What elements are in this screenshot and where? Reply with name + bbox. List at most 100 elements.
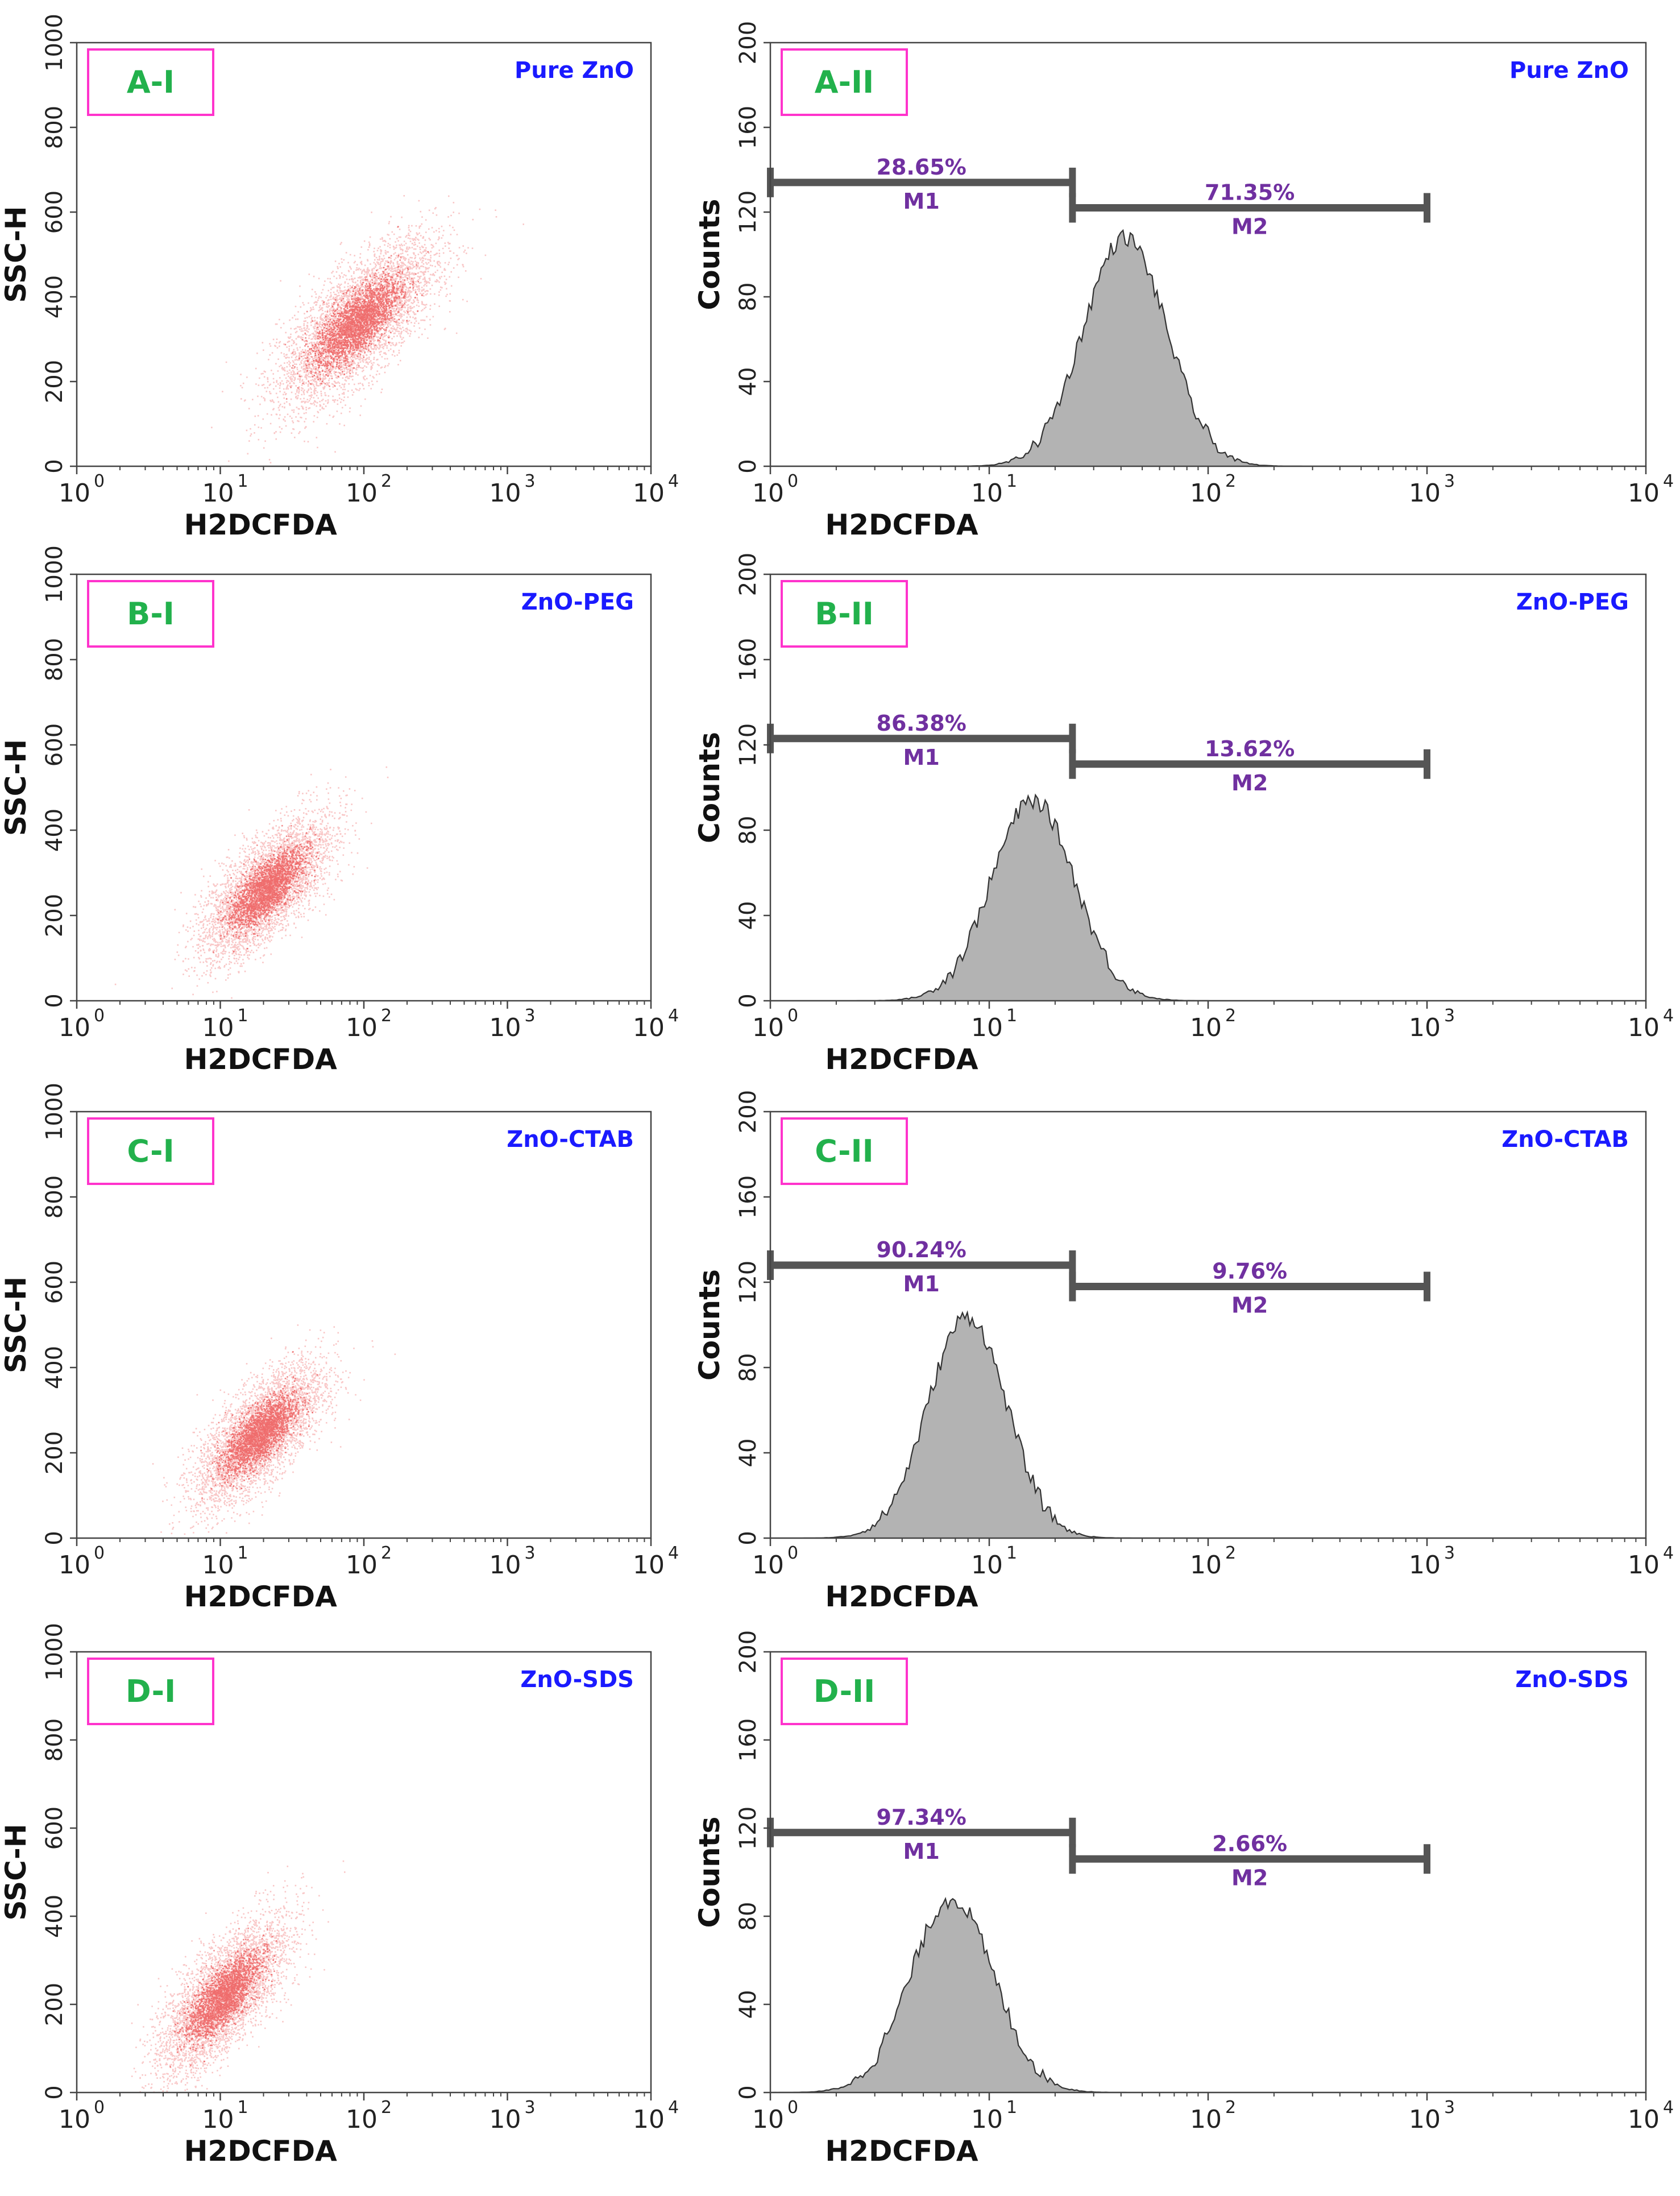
x-tick-base: 10 [490,1551,521,1580]
x-tick-exponent: 2 [1225,1006,1236,1026]
panel-label-box [87,48,214,116]
x-tick-base: 10 [971,1013,1003,1042]
x-tick-exponent: 2 [381,1543,392,1563]
marker-percent: 71.35% [1205,180,1295,205]
chart-c-i: 10 0 10 1 10 2 10 3 10 402004006008001000H2DCFDAS… [0,1083,679,1613]
marker-name: M1 [903,189,940,214]
marker-percent: 86.38% [877,711,966,736]
y-axis-title: Counts [693,1817,726,1928]
y-axis-title: Counts [693,1269,726,1381]
x-tick-base: 10 [1409,1551,1441,1580]
x-tick-label: 10 1 [202,1543,248,1580]
marker-percent: 9.76% [1212,1259,1287,1284]
x-tick-label: 10 1 [971,1006,1017,1042]
y-tick-label: 160 [735,1718,761,1762]
y-tick-label: 0 [42,2085,68,2099]
marker-m2: 2.66% M2 [1069,1831,1430,1890]
x-tick-exponent: 4 [1663,2098,1674,2118]
x-tick-base: 10 [490,2105,521,2134]
x-tick-base: 10 [1190,2105,1222,2134]
x-tick-base: 10 [1628,1551,1660,1580]
marker-name: M2 [1231,1293,1268,1318]
x-tick-label: 10 1 [971,471,1017,508]
x-tick-label: 10 1 [202,2098,248,2134]
x-tick-label: 10 3 [490,2098,536,2134]
x-tick-exponent: 0 [94,471,105,491]
histogram-outline [770,1310,1646,1538]
x-tick-label: 10 3 [490,1543,536,1580]
x-tick-base: 10 [346,2105,378,2134]
x-tick-exponent: 1 [1006,1006,1017,1026]
x-tick-exponent: 0 [94,1543,105,1563]
x-tick-label: 10 2 [1190,1006,1236,1042]
x-tick-label: 10 3 [1409,1006,1455,1042]
y-tick-label: 160 [735,638,761,681]
x-tick-exponent: 2 [381,1006,392,1026]
y-tick-label: 1000 [42,14,68,72]
chart-b-i: 10 0 10 1 10 2 10 3 10 402004006008001000H2DCFDAS… [0,545,679,1076]
y-tick-label: 200 [42,1431,68,1474]
y-tick-label: 1000 [42,545,68,603]
x-tick-label: 10 3 [1409,1543,1455,1580]
scatter-core [212,824,321,953]
x-tick-label: 10 2 [346,1006,392,1042]
x-tick-label: 10 4 [1628,1543,1674,1580]
x-tick-exponent: 4 [668,1006,679,1026]
sample-label: Pure ZnO [515,57,634,84]
scatter-events [131,1860,346,2093]
y-tick-label: 160 [735,1175,761,1219]
x-tick-exponent: 3 [525,1006,536,1026]
panel-label: A-II [815,64,874,100]
x-tick-exponent: 2 [381,2098,392,2118]
y-tick-label: 160 [735,106,761,149]
x-tick-base: 10 [752,2105,784,2134]
x-tick-base: 10 [633,1013,665,1042]
marker-m1: 97.34% M1 [767,1805,1076,1864]
x-axis-title: H2DCFDA [184,1580,337,1613]
x-tick-base: 10 [202,1551,234,1580]
x-tick-label: 10 0 [752,2098,798,2134]
x-tick-base: 10 [971,479,1003,508]
histogram-area [770,1312,1646,1538]
marker-name: M1 [903,1839,940,1864]
marker-percent: 13.62% [1205,736,1295,761]
y-axis-title: Counts [693,732,726,843]
panel-label-box [781,580,908,648]
panel-label: D-I [126,1673,176,1709]
y-tick-label: 200 [42,360,68,403]
y-tick-label: 200 [735,1090,761,1133]
sample-label: ZnO-SDS [1515,1667,1629,1693]
y-tick-label: 200 [42,894,68,937]
y-tick-label: 200 [42,1983,68,2026]
x-tick-exponent: 0 [787,1006,798,1026]
y-axis-title: SSC-H [0,1277,32,1373]
x-tick-base: 10 [752,1013,784,1042]
sample-label: ZnO-SDS [520,1667,634,1693]
x-tick-label: 10 4 [633,1543,679,1580]
x-tick-exponent: 1 [1006,2098,1017,2118]
x-axis-title: H2DCFDA [184,1043,337,1076]
y-tick-label: 800 [42,106,68,149]
y-axis-title: Counts [693,199,726,310]
y-tick-label: 0 [42,1531,68,1545]
x-tick-base: 10 [202,479,234,508]
x-tick-label: 10 0 [59,1006,105,1042]
marker-m2: 13.62% M2 [1069,736,1430,795]
y-tick-label: 80 [735,816,761,845]
x-tick-exponent: 1 [238,471,248,491]
x-tick-base: 10 [346,1551,378,1580]
histogram-area [770,230,1646,466]
panel-label-box [87,1658,214,1725]
chart-a-i: 10 0 10 1 10 2 10 3 10 402004006008001000H2DCFDAS… [0,14,679,541]
x-tick-base: 10 [202,2105,234,2134]
x-tick-label: 10 4 [633,1006,679,1042]
x-tick-base: 10 [1190,1013,1222,1042]
histogram-area [770,795,1646,1001]
sample-label: Pure ZnO [1509,57,1629,84]
y-tick-label: 120 [735,190,761,234]
x-axis-title: H2DCFDA [184,508,337,541]
x-tick-base: 10 [971,1551,1003,1580]
